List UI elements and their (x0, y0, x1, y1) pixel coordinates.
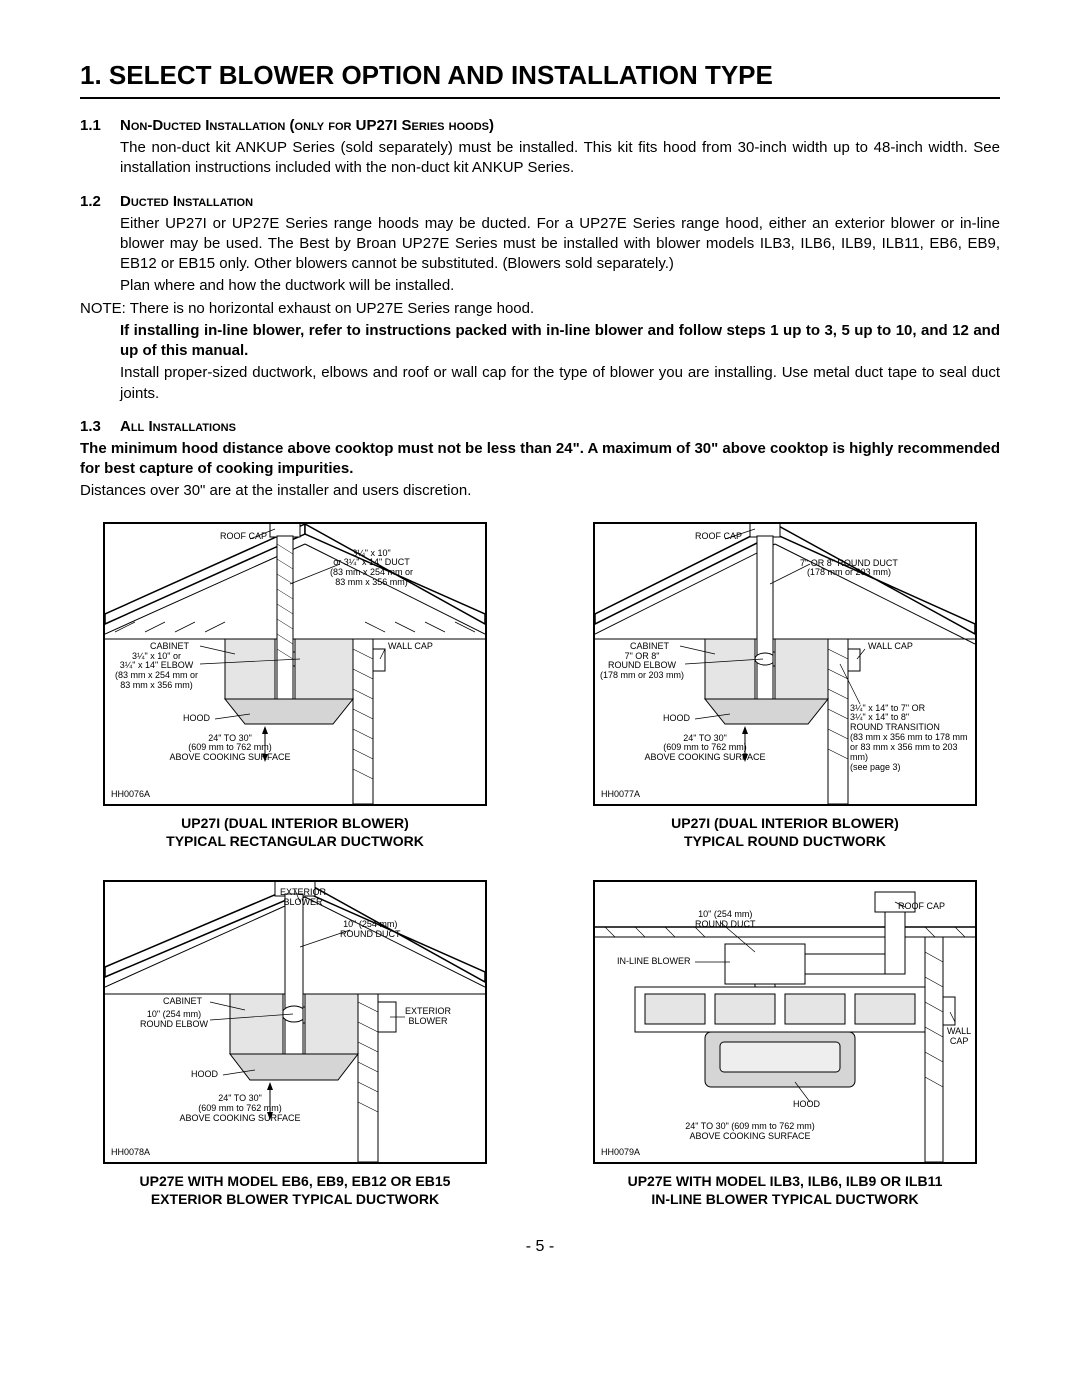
fig2-caption-2: TYPICAL ROUND DUCTWORK (684, 833, 886, 849)
figure-3-caption: UP27E WITH MODEL EB6, EB9, EB12 OR EB15 … (140, 1172, 451, 1208)
fig2-dist: 24" TO 30" (609 mm to 762 mm) ABOVE COOK… (640, 734, 770, 764)
fig2-caption-1: UP27I (DUAL INTERIOR BLOWER) (671, 815, 899, 831)
fig4-caption-2: IN-LINE BLOWER TYPICAL DUCTWORK (651, 1191, 918, 1207)
page-heading: 1. SELECT BLOWER OPTION AND INSTALLATION… (80, 60, 1000, 99)
section-1-2-bold: If installing in-line blower, refer to i… (120, 321, 1000, 362)
figure-1: ROOF CAP 3¼" x 10" or 3¼" x 14" DUCT (83… (80, 522, 510, 850)
section-num: 1.1 (80, 117, 120, 134)
figure-4-svg (595, 882, 975, 1162)
fig4-wallcap: WALL CAP (947, 1027, 971, 1047)
section-title: All Installations (120, 418, 236, 435)
fig1-hood: HOOD (183, 714, 210, 724)
figure-3-box: EXTERIOR BLOWER 10" (254 mm) ROUND DUCT … (103, 880, 487, 1164)
fig1-caption-1: UP27I (DUAL INTERIOR BLOWER) (181, 815, 409, 831)
fig4-hood: HOOD (793, 1100, 820, 1110)
figure-4-box: ROOF CAP 10" (254 mm) ROUND DUCT IN-LINE… (593, 880, 977, 1164)
fig3-elbow: 10" (254 mm) ROUND ELBOW (140, 1010, 208, 1030)
fig2-roof-cap: ROOF CAP (695, 532, 742, 542)
fig3-ext-top: EXTERIOR BLOWER (280, 888, 326, 908)
section-1-2-note: NOTE: There is no horizontal exhaust on … (80, 299, 1000, 319)
fig1-ref: HH0076A (111, 790, 150, 800)
figures-grid: ROOF CAP 3¼" x 10" or 3¼" x 14" DUCT (83… (80, 522, 1000, 1209)
section-title: Non-Ducted Installation (only for UP27I … (120, 117, 494, 134)
fig3-ref: HH0078A (111, 1148, 150, 1158)
fig1-elbow: 3¼" x 10" or 3¼" x 14" ELBOW (83 mm x 25… (115, 652, 198, 692)
section-num: 1.2 (80, 193, 120, 210)
fig3-caption-1: UP27E WITH MODEL EB6, EB9, EB12 OR EB15 (140, 1173, 451, 1189)
fig3-hood: HOOD (191, 1070, 218, 1080)
fig4-duct: 10" (254 mm) ROUND DUCT (695, 910, 756, 930)
figure-1-box: ROOF CAP 3¼" x 10" or 3¼" x 14" DUCT (83… (103, 522, 487, 806)
fig4-caption-1: UP27E WITH MODEL ILB3, ILB6, ILB9 OR ILB… (628, 1173, 943, 1189)
fig3-ext-side: EXTERIOR BLOWER (405, 1007, 451, 1027)
figure-1-caption: UP27I (DUAL INTERIOR BLOWER) TYPICAL REC… (166, 814, 424, 850)
figure-2-caption: UP27I (DUAL INTERIOR BLOWER) TYPICAL ROU… (671, 814, 899, 850)
figure-4: ROOF CAP 10" (254 mm) ROUND DUCT IN-LINE… (570, 880, 1000, 1208)
section-1-3-body: Distances over 30" are at the installer … (80, 481, 1000, 501)
fig4-inline: IN-LINE BLOWER (617, 957, 691, 967)
fig2-elbow: 7" OR 8" ROUND ELBOW (178 mm or 203 mm) (600, 652, 684, 682)
fig2-hood: HOOD (663, 714, 690, 724)
fig2-duct: 7" OR 8" ROUND DUCT (178 mm or 203 mm) (800, 559, 898, 579)
section-1-1-header: 1.1 Non-Ducted Installation (only for UP… (80, 117, 1000, 134)
figure-4-caption: UP27E WITH MODEL ILB3, ILB6, ILB9 OR ILB… (628, 1172, 943, 1208)
figure-3: EXTERIOR BLOWER 10" (254 mm) ROUND DUCT … (80, 880, 510, 1208)
page-number: - 5 - (80, 1238, 1000, 1256)
section-1-1-body: The non-duct kit ANKUP Series (sold sepa… (120, 138, 1000, 179)
fig4-roofcap: ROOF CAP (898, 902, 945, 912)
section-1-3-header: 1.3 All Installations (80, 418, 1000, 435)
fig2-cabinet: CABINET (630, 642, 669, 652)
figure-2-box: ROOF CAP 7" OR 8" ROUND DUCT (178 mm or … (593, 522, 977, 806)
section-1-2-header: 1.2 Ducted Installation (80, 193, 1000, 210)
section-num: 1.3 (80, 418, 120, 435)
fig3-duct: 10" (254 mm) ROUND DUCT (340, 920, 401, 940)
fig1-cabinet: CABINET (150, 642, 189, 652)
figure-2: ROOF CAP 7" OR 8" ROUND DUCT (178 mm or … (570, 522, 1000, 850)
fig3-caption-2: EXTERIOR BLOWER TYPICAL DUCTWORK (151, 1191, 439, 1207)
fig4-ref: HH0079A (601, 1148, 640, 1158)
fig1-wallcap: WALL CAP (388, 642, 433, 652)
section-1-2-body-3: Install proper-sized ductwork, elbows an… (120, 363, 1000, 404)
section-1-3-bold: The minimum hood distance above cooktop … (80, 439, 1000, 480)
fig2-wallcap: WALL CAP (868, 642, 913, 652)
fig4-dist: 24" TO 30" (609 mm to 762 mm) ABOVE COOK… (650, 1122, 850, 1142)
section-title: Ducted Installation (120, 193, 253, 210)
section-1-2-body-1: Either UP27I or UP27E Series range hoods… (120, 214, 1000, 275)
fig2-transition: 3¼" x 14" to 7" OR 3¼" x 14" to 8" ROUND… (850, 704, 975, 773)
section-1-2-body-2: Plan where and how the ductwork will be … (120, 276, 1000, 296)
fig3-dist: 24" TO 30" (609 mm to 762 mm) ABOVE COOK… (175, 1094, 305, 1124)
fig1-roof-cap: ROOF CAP (220, 532, 267, 542)
fig1-dist: 24" TO 30" (609 mm to 762 mm) ABOVE COOK… (165, 734, 295, 764)
fig3-cabinet: CABINET (163, 997, 202, 1007)
fig1-duct: 3¼" x 10" or 3¼" x 14" DUCT (83 mm x 254… (330, 549, 413, 589)
fig1-caption-2: TYPICAL RECTANGULAR DUCTWORK (166, 833, 424, 849)
fig2-ref: HH0077A (601, 790, 640, 800)
